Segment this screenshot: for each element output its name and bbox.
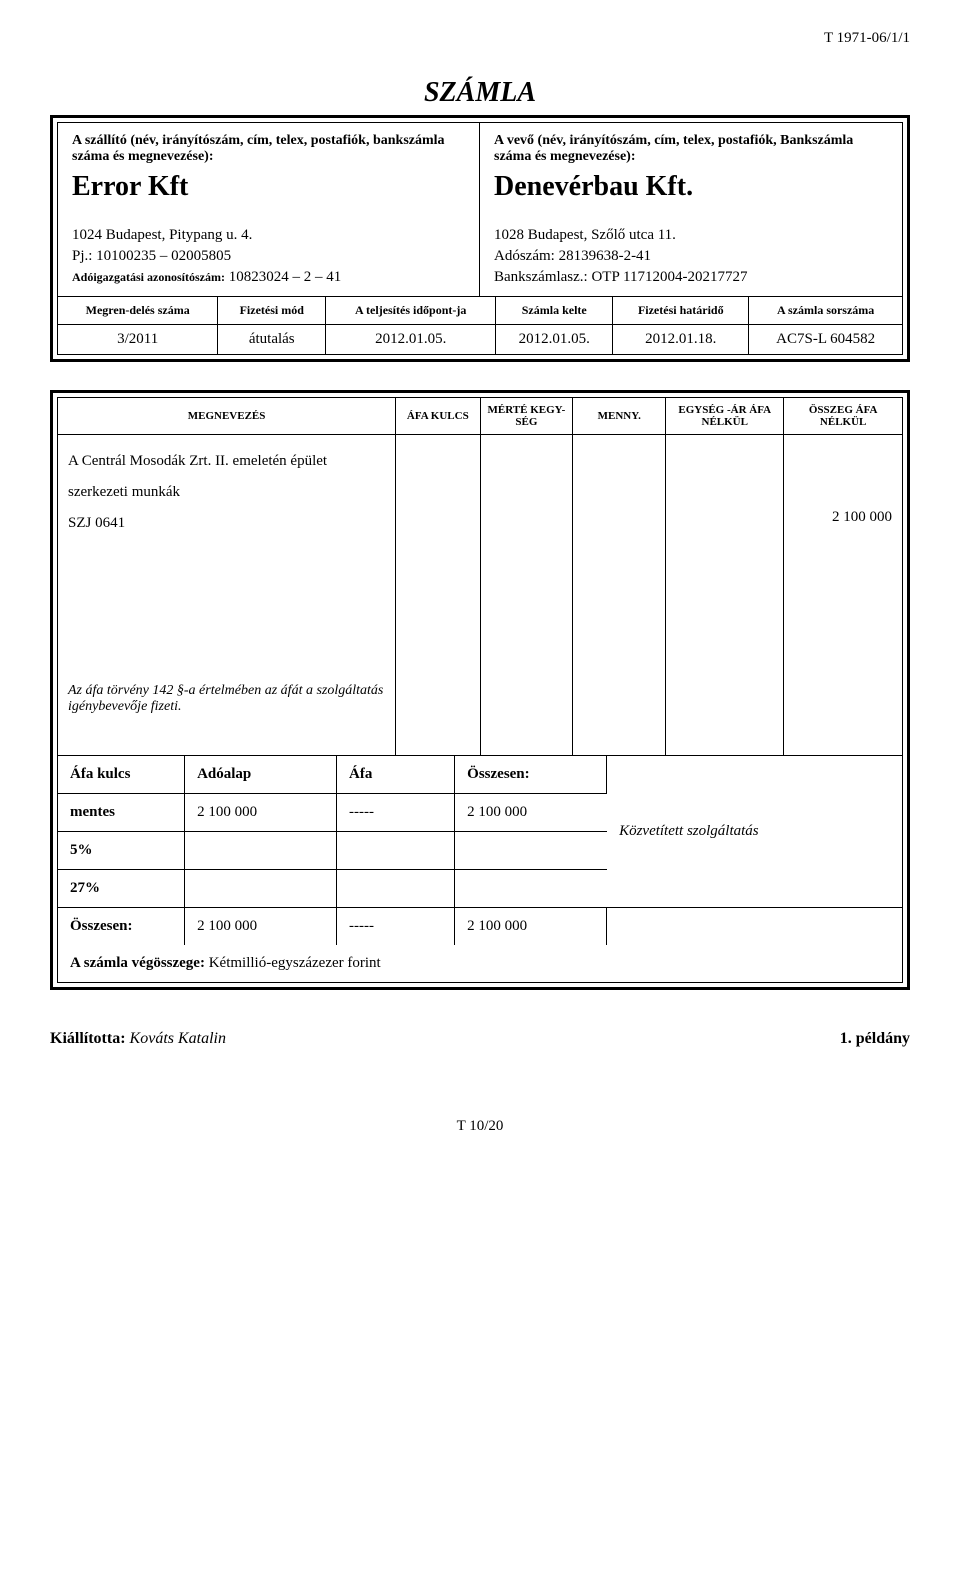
item-amount: 2 100 000 xyxy=(784,435,902,675)
sum-h-afa: Áfa kulcs xyxy=(58,755,185,793)
order-h3: A teljesítés időpont-ja xyxy=(326,297,496,325)
order-h5: Fizetési határidő xyxy=(613,297,749,325)
order-h2: Fizetési mód xyxy=(218,297,326,325)
sum-h-base: Adóalap xyxy=(185,755,337,793)
seller-label: A szállító (név, irányítószám, cím, tele… xyxy=(72,133,465,165)
header-box: A szállító (név, irányítószám, cím, tele… xyxy=(50,115,910,362)
sum-total-label: Összesen: xyxy=(58,907,185,945)
seller-tax: Adóigazgatási azonosítószám: 10823024 – … xyxy=(72,269,465,286)
sum-mentes-total: 2 100 000 xyxy=(455,793,607,831)
total-words-value: Kétmillió-egyszázezer forint xyxy=(209,955,381,971)
sum-total-base: 2 100 000 xyxy=(185,907,337,945)
buyer-details: 1028 Budapest, Szőlő utca 11. Adószám: 2… xyxy=(480,213,902,296)
order-c3: 2012.01.05. xyxy=(326,325,496,355)
seller-block: A szállító (név, irányítószám, cím, tele… xyxy=(58,123,480,213)
seller-pj: Pj.: 10100235 – 02005805 xyxy=(72,248,465,265)
item-line2: szerkezeti munkák xyxy=(68,484,385,501)
buyer-tax: Adószám: 28139638-2-41 xyxy=(494,248,888,265)
item-qty xyxy=(573,435,666,675)
items-box: MEGNEVEZÉS ÁFA KULCS MÉRTÉ KEGY- SÉG MEN… xyxy=(50,390,910,990)
items-h-qty: MENNY. xyxy=(573,398,666,435)
item-line1: A Centrál Mosodák Zrt. II. emeletén épül… xyxy=(68,453,385,470)
buyer-label: A vevő (név, irányítószám, cím, telex, p… xyxy=(494,133,888,165)
item-line3: SZJ 0641 xyxy=(68,515,385,532)
order-c2: átutalás xyxy=(218,325,326,355)
sum-mentes-label: mentes xyxy=(58,793,185,831)
items-header-row: MEGNEVEZÉS ÁFA KULCS MÉRTÉ KEGY- SÉG MEN… xyxy=(58,398,902,435)
seller-address: 1024 Budapest, Pitypang u. 4. xyxy=(72,227,465,244)
footer: Kiállította: Kováts Katalin 1. példány xyxy=(50,1030,910,1048)
seller-tax-label: Adóigazgatási azonosítószám: xyxy=(72,270,225,284)
order-data-row: 3/2011 átutalás 2012.01.05. 2012.01.05. … xyxy=(58,325,902,355)
sum-5-label: 5% xyxy=(58,831,185,869)
summary-table: Áfa kulcs Adóalap Áfa Összesen: Közvetít… xyxy=(58,755,902,945)
order-c1: 3/2011 xyxy=(58,325,218,355)
order-h4: Számla kelte xyxy=(496,297,613,325)
buyer-address: 1028 Budapest, Szőlő utca 11. xyxy=(494,227,888,244)
items-note: Az áfa törvény 142 §-a értelmében az áfá… xyxy=(58,675,396,755)
items-table: MEGNEVEZÉS ÁFA KULCS MÉRTÉ KEGY- SÉG MEN… xyxy=(58,398,902,755)
document-id: T 1971-06/1/1 xyxy=(50,30,910,47)
order-h1: Megren-delés száma xyxy=(58,297,218,325)
issuer-label: Kiállította: xyxy=(50,1030,126,1047)
items-h-sum: ÖSSZEG ÁFA NÉLKÜL xyxy=(784,398,902,435)
total-in-words: A számla végösszege: Kétmillió-egyszázez… xyxy=(58,945,902,982)
sum-total-total: 2 100 000 xyxy=(455,907,607,945)
item-unit xyxy=(480,435,573,675)
issuer: Kiállította: Kováts Katalin xyxy=(50,1030,226,1048)
items-h-name: MEGNEVEZÉS xyxy=(58,398,396,435)
order-table: Megren-delés száma Fizetési mód A teljes… xyxy=(58,296,902,354)
item-afa xyxy=(396,435,480,675)
items-h-price: EGYSÉG -ÁR ÁFA NÉLKÜL xyxy=(666,398,784,435)
sum-27-label: 27% xyxy=(58,869,185,907)
items-h-unit: MÉRTÉ KEGY- SÉG xyxy=(480,398,573,435)
summary-side: Közvetített szolgáltatás xyxy=(607,755,902,907)
buyer-company: Denevérbau Kft. xyxy=(494,171,888,203)
sum-mentes-vat: ----- xyxy=(337,793,455,831)
summary-header-row: Áfa kulcs Adóalap Áfa Összesen: Közvetít… xyxy=(58,755,902,793)
items-note-row: Az áfa törvény 142 §-a értelmében az áfá… xyxy=(58,675,902,755)
order-c6: AC7S-L 604582 xyxy=(749,325,902,355)
order-c4: 2012.01.05. xyxy=(496,325,613,355)
seller-company: Error Kft xyxy=(72,171,465,203)
page-number: T 10/20 xyxy=(50,1118,910,1135)
item-description: A Centrál Mosodák Zrt. II. emeletén épül… xyxy=(58,435,396,675)
copy-number: 1. példány xyxy=(840,1030,910,1048)
issuer-name: Kováts Katalin xyxy=(130,1030,226,1047)
sum-mentes-base: 2 100 000 xyxy=(185,793,337,831)
order-c5: 2012.01.18. xyxy=(613,325,749,355)
sum-h-vat: Áfa xyxy=(337,755,455,793)
item-price xyxy=(666,435,784,675)
total-words-label: A számla végösszege: xyxy=(70,955,205,971)
items-body-row: A Centrál Mosodák Zrt. II. emeletén épül… xyxy=(58,435,902,675)
sum-total-vat: ----- xyxy=(337,907,455,945)
summary-row-total: Összesen: 2 100 000 ----- 2 100 000 xyxy=(58,907,902,945)
buyer-bank: Bankszámlasz.: OTP 11712004-20217727 xyxy=(494,269,888,286)
buyer-block: A vevő (név, irányítószám, cím, telex, p… xyxy=(480,123,902,213)
seller-details: 1024 Budapest, Pitypang u. 4. Pj.: 10100… xyxy=(58,213,480,296)
items-h-afa: ÁFA KULCS xyxy=(396,398,480,435)
seller-tax-value: 10823024 – 2 – 41 xyxy=(229,269,342,285)
order-h6: A számla sorszáma xyxy=(749,297,902,325)
sum-h-total: Összesen: xyxy=(455,755,607,793)
invoice-title: SZÁMLA xyxy=(50,77,910,109)
order-header-row: Megren-delés száma Fizetési mód A teljes… xyxy=(58,297,902,325)
